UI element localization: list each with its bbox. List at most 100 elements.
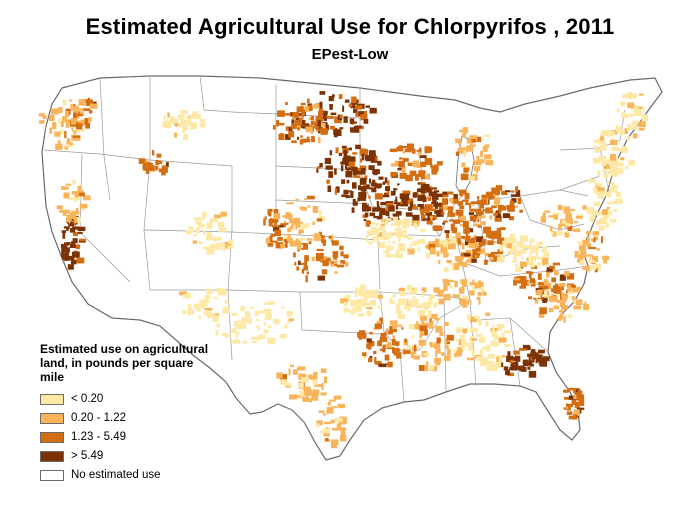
use-patch	[421, 287, 427, 293]
use-patch	[313, 236, 322, 241]
use-patch	[382, 345, 386, 353]
use-patch	[350, 127, 357, 133]
use-patch	[348, 103, 353, 107]
use-patch	[385, 330, 394, 335]
legend-label: 1.23 - 5.49	[71, 431, 126, 443]
use-patch	[143, 159, 148, 163]
use-patch	[396, 324, 403, 327]
use-patch	[460, 279, 468, 284]
use-patch	[373, 351, 377, 355]
use-patch	[549, 308, 554, 313]
use-patch	[414, 223, 418, 230]
use-patch	[224, 300, 229, 304]
use-patch	[472, 349, 475, 357]
use-patch	[461, 262, 468, 268]
use-patch	[343, 302, 348, 307]
use-patch	[476, 169, 479, 174]
use-patch	[429, 344, 436, 348]
use-patch	[423, 206, 430, 214]
use-patch	[370, 299, 376, 306]
use-patch	[187, 312, 192, 316]
use-patch	[345, 164, 347, 169]
use-patch	[443, 252, 449, 257]
use-patch	[369, 178, 372, 184]
use-patch	[459, 189, 467, 195]
use-patch	[306, 195, 315, 200]
use-patch	[183, 133, 189, 140]
use-patch	[353, 108, 358, 113]
use-patch	[477, 292, 483, 296]
use-patch	[465, 342, 473, 347]
use-patch	[326, 115, 334, 119]
use-patch	[296, 367, 301, 371]
use-patch	[343, 116, 348, 123]
use-patch	[530, 351, 537, 355]
use-patch	[362, 352, 367, 356]
use-patch	[323, 376, 328, 384]
use-patch	[522, 344, 530, 349]
use-patch	[472, 173, 478, 181]
use-patch	[461, 339, 467, 345]
use-patch	[296, 106, 304, 112]
use-patch	[486, 344, 491, 352]
use-patch	[398, 234, 401, 242]
use-patch	[526, 260, 533, 265]
use-patch	[596, 248, 600, 251]
use-patch	[217, 246, 222, 251]
use-patch	[84, 118, 89, 125]
use-patch	[497, 237, 505, 244]
use-patch	[590, 210, 597, 216]
use-patch	[177, 115, 183, 118]
use-patch	[334, 417, 343, 423]
use-patch	[227, 245, 234, 249]
use-patch	[298, 366, 306, 371]
use-patch	[429, 216, 433, 221]
use-patch	[213, 296, 218, 300]
use-patch	[339, 245, 344, 251]
use-patch	[291, 123, 297, 129]
use-patch	[533, 352, 539, 357]
use-patch	[362, 166, 367, 170]
use-patch	[265, 313, 272, 319]
use-patch	[322, 239, 326, 246]
use-patch	[363, 219, 366, 222]
use-patch	[358, 330, 366, 336]
use-patch	[358, 111, 366, 116]
use-patch	[466, 145, 474, 152]
use-patch	[350, 302, 357, 307]
use-patch	[608, 166, 617, 170]
use-patch	[346, 170, 350, 177]
use-patch	[384, 192, 388, 195]
use-patch	[642, 108, 645, 112]
use-patch	[513, 255, 517, 261]
use-patch	[351, 207, 355, 213]
use-patch	[304, 106, 311, 112]
use-patch	[357, 185, 361, 191]
use-patch	[369, 107, 377, 114]
use-patch	[192, 113, 201, 119]
use-patch	[289, 240, 295, 247]
use-patch	[167, 112, 170, 118]
use-patch	[348, 147, 352, 151]
use-patch	[446, 341, 451, 345]
use-patch	[182, 126, 186, 133]
use-patch	[328, 399, 336, 402]
use-patch	[536, 290, 542, 296]
use-patch	[633, 109, 642, 116]
use-patch	[485, 210, 494, 214]
use-patch	[304, 198, 307, 201]
use-patch	[67, 197, 75, 200]
use-patch	[420, 208, 424, 215]
use-patch	[530, 247, 538, 254]
use-patch	[59, 129, 64, 134]
use-patch	[483, 134, 490, 138]
use-patch	[370, 226, 379, 234]
use-patch	[330, 234, 334, 242]
use-patch	[287, 234, 291, 239]
use-patch	[438, 298, 444, 305]
use-patch	[280, 133, 284, 140]
use-patch	[391, 339, 396, 346]
use-patch	[471, 144, 476, 147]
use-patch	[567, 209, 576, 212]
use-patch	[76, 129, 85, 132]
